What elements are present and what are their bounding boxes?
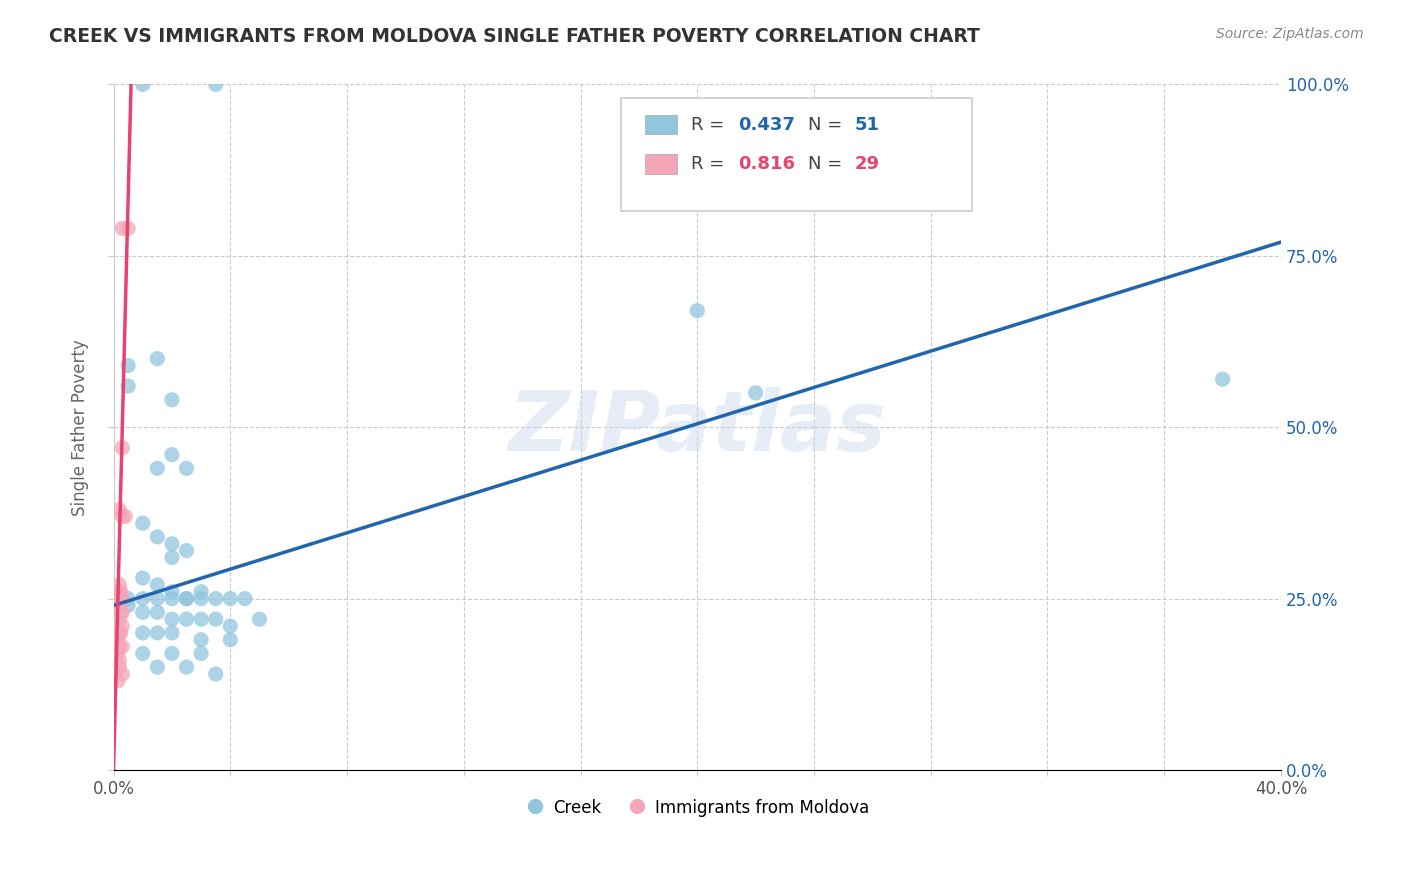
Point [160, 591, 183, 606]
Point [132, 647, 155, 661]
Point [204, 612, 226, 626]
Point [108, 591, 131, 606]
Point [204, 591, 226, 606]
Bar [645, 154, 678, 174]
Point [146, 461, 169, 475]
Point [1212, 372, 1234, 386]
Point [108, 612, 131, 626]
Text: N =: N = [808, 116, 848, 134]
Point [108, 502, 131, 516]
Point [111, 509, 134, 524]
Point [249, 612, 271, 626]
Text: 51: 51 [855, 116, 880, 134]
Point [132, 516, 155, 531]
Point [114, 509, 136, 524]
Point [160, 612, 183, 626]
Point [117, 221, 139, 235]
Point [686, 303, 709, 318]
Point [132, 605, 155, 619]
Point [107, 591, 129, 606]
Point [108, 599, 131, 613]
Bar [645, 115, 678, 135]
Point [190, 612, 212, 626]
Point [146, 530, 169, 544]
Point [110, 584, 132, 599]
Point [117, 599, 139, 613]
Point [219, 632, 242, 647]
Legend: Creek, Immigrants from Moldova: Creek, Immigrants from Moldova [519, 792, 876, 823]
Point [110, 605, 132, 619]
Text: 0.437: 0.437 [738, 116, 794, 134]
Point [219, 591, 242, 606]
Text: R =: R = [692, 116, 730, 134]
Point [160, 584, 183, 599]
Point [146, 605, 169, 619]
Point [146, 626, 169, 640]
Point [111, 640, 134, 654]
Text: N =: N = [808, 155, 848, 173]
Point [132, 591, 155, 606]
Point [160, 448, 183, 462]
Point [108, 653, 131, 667]
Point [117, 591, 139, 606]
Point [146, 351, 169, 366]
Point [108, 660, 131, 674]
Point [107, 647, 129, 661]
Point [176, 461, 198, 475]
Text: R =: R = [692, 155, 730, 173]
Point [176, 612, 198, 626]
Point [111, 441, 134, 455]
Point [108, 584, 131, 599]
Point [111, 605, 134, 619]
Point [111, 619, 134, 633]
Text: CREEK VS IMMIGRANTS FROM MOLDOVA SINGLE FATHER POVERTY CORRELATION CHART: CREEK VS IMMIGRANTS FROM MOLDOVA SINGLE … [49, 27, 980, 45]
Text: ZIPatlas: ZIPatlas [509, 387, 886, 467]
Point [146, 660, 169, 674]
Point [204, 667, 226, 681]
Point [117, 379, 139, 393]
Point [160, 550, 183, 565]
Point [108, 578, 131, 592]
Point [107, 599, 129, 613]
Point [132, 571, 155, 585]
Point [190, 647, 212, 661]
Point [744, 386, 766, 401]
Point [111, 667, 134, 681]
FancyBboxPatch shape [621, 98, 972, 211]
Point [110, 626, 132, 640]
Point [176, 543, 198, 558]
Point [110, 591, 132, 606]
Point [117, 359, 139, 373]
Point [219, 619, 242, 633]
Point [190, 591, 212, 606]
Point [204, 78, 226, 92]
Point [132, 626, 155, 640]
Point [160, 647, 183, 661]
Point [146, 578, 169, 592]
Point [108, 640, 131, 654]
Text: 29: 29 [855, 155, 880, 173]
Point [176, 660, 198, 674]
Point [107, 632, 129, 647]
Point [176, 591, 198, 606]
Y-axis label: Single Father Poverty: Single Father Poverty [72, 339, 89, 516]
Point [233, 591, 256, 606]
Point [176, 591, 198, 606]
Point [190, 632, 212, 647]
Point [190, 584, 212, 599]
Point [160, 392, 183, 407]
Point [160, 537, 183, 551]
Point [111, 591, 134, 606]
Point [146, 591, 169, 606]
Text: Source: ZipAtlas.com: Source: ZipAtlas.com [1216, 27, 1364, 41]
Point [107, 673, 129, 688]
Point [108, 626, 131, 640]
Point [160, 626, 183, 640]
Point [132, 78, 155, 92]
Text: 0.816: 0.816 [738, 155, 796, 173]
Point [111, 221, 134, 235]
